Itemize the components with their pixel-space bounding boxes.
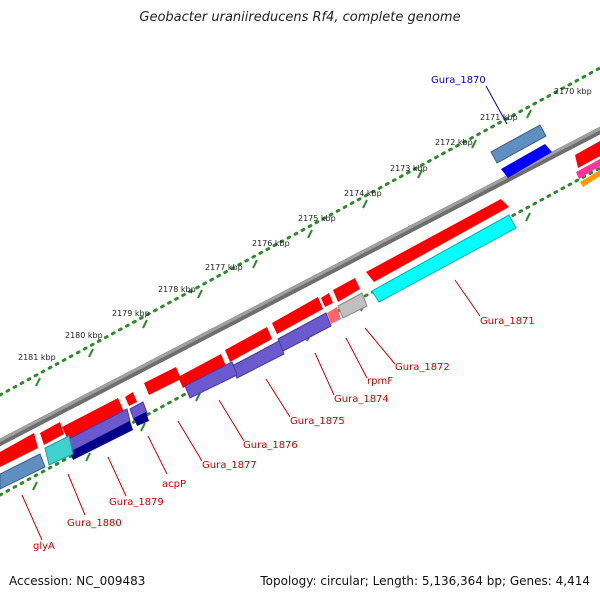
kbp-label: 2179 kbp xyxy=(112,309,150,318)
gene-label-gura-1872: Gura_1872 xyxy=(395,362,450,373)
gene-gura-1879 xyxy=(70,421,133,460)
gene-gura-1872 xyxy=(337,292,368,319)
gene-gura-1872-forward xyxy=(333,278,360,302)
gene-label-gura-1871: Gura_1871 xyxy=(480,316,535,327)
gene-label-rpmF: rpmF xyxy=(367,376,393,387)
genome-backbone xyxy=(0,126,600,443)
gene-glyA-forward xyxy=(0,433,38,467)
kbp-label: 2171 kbp xyxy=(480,113,518,122)
genome-summary-text: Topology: circular; Length: 5,136,364 bp… xyxy=(260,574,590,588)
kbp-label: 2177 kbp xyxy=(205,263,243,272)
gene-acpP xyxy=(125,392,137,406)
gene-acpP-dark xyxy=(134,412,149,426)
gene-forward-1876 xyxy=(178,354,226,388)
gene-label-gura-1876: Gura_1876 xyxy=(243,440,298,451)
gene-forward-1879 xyxy=(62,398,124,440)
gene-label-gura-1870: Gura_1870 xyxy=(431,75,486,86)
gene-acpP-lower xyxy=(129,401,148,421)
outer-scale-dots xyxy=(0,66,600,397)
gene-gura-1876 xyxy=(184,361,238,399)
gene-label-gura-1875: Gura_1875 xyxy=(290,416,345,427)
gene-forward-1874 xyxy=(272,297,323,334)
gene-label-gura-1880: Gura_1880 xyxy=(67,518,122,529)
accession-text: Accession: NC_009483 xyxy=(9,574,146,588)
gene-label-acpP: acpP xyxy=(162,479,186,490)
gene-right-edge-magenta xyxy=(576,159,600,179)
gene-label-gura-1874: Gura_1874 xyxy=(334,394,389,405)
gene-gura-1871-forward xyxy=(366,199,509,282)
gene-label-gura-1877: Gura_1877 xyxy=(202,460,257,471)
kbp-label: 2173 kbp xyxy=(390,164,428,173)
kbp-label: 2170 kbp xyxy=(554,87,592,96)
gene-labels: Gura_1870 Gura_1871 Gura_1872 rpmF Gura_… xyxy=(33,75,535,552)
gene-gura-1870-cds xyxy=(490,124,547,164)
gene-features xyxy=(0,124,600,490)
gene-forward-1880 xyxy=(40,422,64,445)
gene-right-edge-orange xyxy=(580,170,600,187)
kbp-label: 2178 kbp xyxy=(158,285,196,294)
gene-gura-1880 xyxy=(44,435,74,466)
kbp-label: 2181 kbp xyxy=(18,353,56,362)
gene-gura-1870 xyxy=(501,144,552,178)
kbp-scale-labels: 2170 kbp 2171 kbp 2172 kbp 2173 kbp 2174… xyxy=(18,87,592,362)
label-leaders xyxy=(21,85,508,541)
gene-forward-1875 xyxy=(225,327,272,362)
gene-label-glyA: glyA xyxy=(33,541,55,552)
kbp-label: 2180 kbp xyxy=(65,331,103,340)
gene-rpmF xyxy=(327,307,341,324)
gene-gura-1877 xyxy=(144,367,181,395)
gene-glyA xyxy=(0,453,46,490)
genome-backbone-shadow xyxy=(0,126,600,447)
gene-right-edge-red xyxy=(575,141,600,168)
figure-title: Geobacter uraniireducens Rf4, complete g… xyxy=(139,10,461,25)
gene-small-forward xyxy=(321,293,333,307)
kbp-label: 2176 kbp xyxy=(252,239,290,248)
gene-gura-1871 xyxy=(371,214,517,303)
gene-label-gura-1879: Gura_1879 xyxy=(109,497,164,508)
kbp-label: 2175 kbp xyxy=(298,214,336,223)
kbp-label: 2172 kbp xyxy=(435,138,473,147)
kbp-label: 2174 kbp xyxy=(344,189,382,198)
